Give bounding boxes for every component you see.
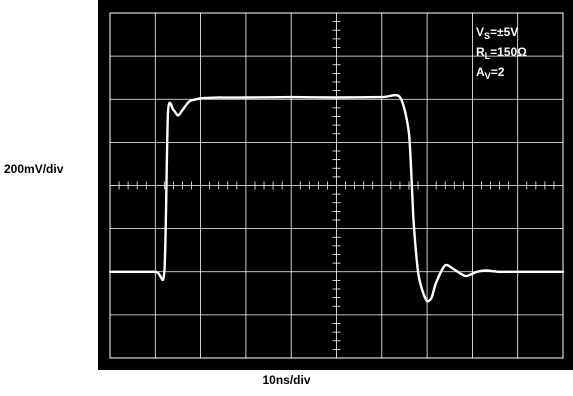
condition-vs-base: V (476, 25, 484, 39)
test-conditions: VS=±5V RL=150Ω AV=2 (476, 25, 527, 81)
trace-group (108, 93, 565, 303)
condition-vs: VS=±5V (476, 25, 518, 41)
x-axis-label: 10ns/div (262, 373, 311, 387)
condition-av-sub: V (485, 71, 491, 81)
graticule-grid (109, 12, 564, 359)
condition-vs-rest: =±5V (490, 25, 518, 39)
condition-rl-base: R (476, 45, 485, 59)
condition-rl-rest: =150Ω (490, 45, 527, 59)
graticule-ticks (118, 21, 555, 350)
condition-rl-sub: L (485, 51, 491, 61)
condition-av: AV=2 (476, 65, 505, 81)
condition-av-rest: =2 (491, 65, 505, 79)
condition-av-base: A (476, 65, 485, 79)
series-line-0 (108, 93, 565, 303)
scope-screen (98, 0, 573, 370)
condition-rl: RL=150Ω (476, 45, 527, 61)
condition-vs-sub: S (484, 31, 490, 41)
y-axis-label: 200mV/div (4, 162, 64, 176)
